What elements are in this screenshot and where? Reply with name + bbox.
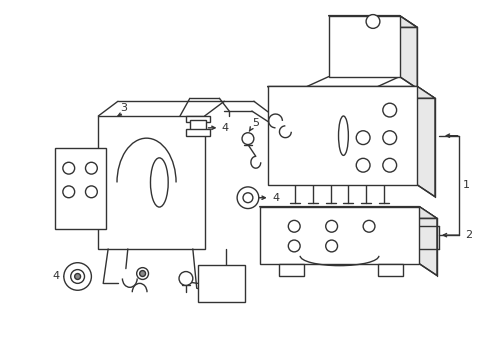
Polygon shape [328, 15, 416, 27]
Text: 5: 5 [252, 118, 259, 128]
Circle shape [366, 15, 379, 28]
Bar [267, 86, 416, 185]
Text: 2: 2 [464, 230, 471, 240]
Text: 4: 4 [221, 123, 228, 133]
Circle shape [363, 220, 374, 232]
Circle shape [137, 267, 148, 279]
Bar [259, 207, 418, 264]
Circle shape [382, 103, 396, 117]
Bar [189, 120, 205, 130]
Circle shape [242, 133, 253, 145]
Circle shape [71, 270, 84, 283]
Circle shape [288, 240, 300, 252]
Circle shape [382, 131, 396, 145]
Circle shape [325, 220, 337, 232]
Polygon shape [267, 86, 434, 98]
Circle shape [85, 186, 97, 198]
Text: 3: 3 [120, 103, 127, 113]
Bar [98, 116, 204, 249]
Circle shape [75, 274, 81, 279]
Ellipse shape [338, 116, 347, 156]
Polygon shape [418, 207, 436, 275]
Polygon shape [259, 207, 436, 219]
Circle shape [237, 187, 258, 208]
Circle shape [64, 263, 91, 290]
Text: 4: 4 [52, 271, 60, 282]
Circle shape [179, 271, 192, 285]
Circle shape [85, 162, 97, 174]
Circle shape [63, 186, 75, 198]
Bar [55, 148, 106, 229]
Text: 4: 4 [271, 193, 279, 203]
Bar [197, 265, 244, 302]
Circle shape [382, 158, 396, 172]
Circle shape [140, 271, 145, 276]
Circle shape [356, 158, 369, 172]
Ellipse shape [150, 158, 168, 207]
Polygon shape [399, 15, 416, 89]
Circle shape [288, 220, 300, 232]
Circle shape [356, 131, 369, 145]
Circle shape [325, 240, 337, 252]
Text: 1: 1 [462, 180, 469, 190]
Bar [185, 116, 209, 122]
Bar [377, 264, 402, 275]
Bar [328, 15, 399, 77]
Text: 5: 5 [218, 278, 224, 288]
Circle shape [243, 193, 252, 203]
Polygon shape [416, 86, 434, 197]
Bar [185, 129, 209, 136]
Circle shape [63, 162, 75, 174]
Bar [279, 264, 304, 275]
